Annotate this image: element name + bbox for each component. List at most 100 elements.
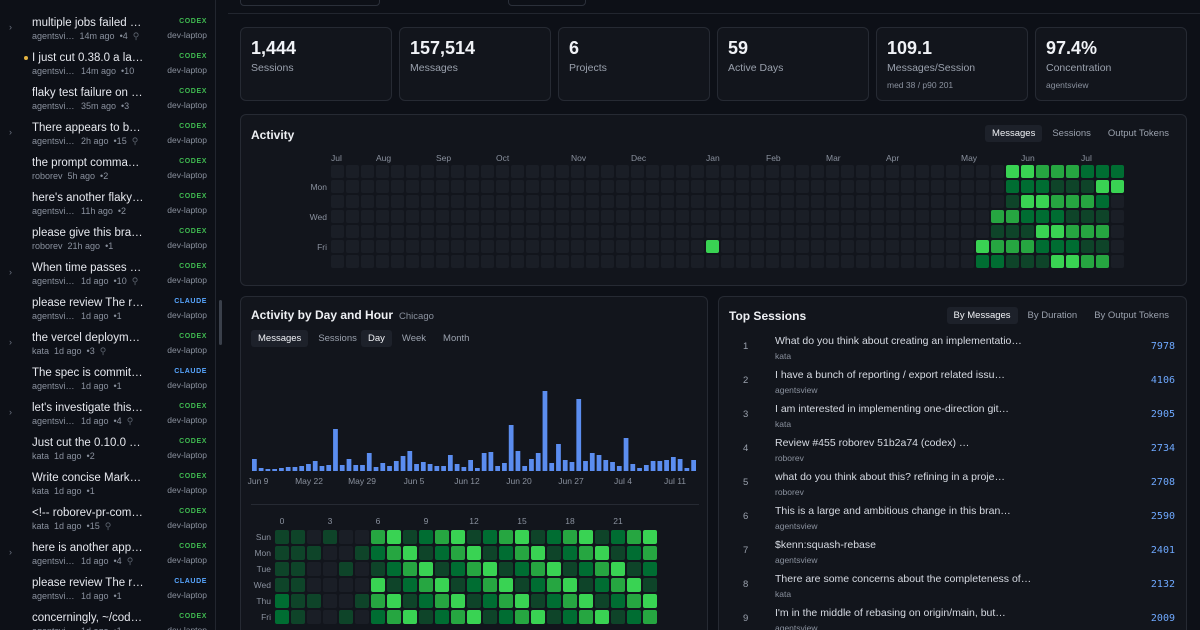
- daily-bar[interactable]: [461, 467, 467, 471]
- heatmap-cell[interactable]: [556, 165, 569, 178]
- heatmap-cell[interactable]: [451, 195, 464, 208]
- heatmap-cell[interactable]: [811, 225, 824, 238]
- heatmap-cell[interactable]: [1051, 255, 1064, 268]
- hour-cell[interactable]: [467, 562, 481, 576]
- heatmap-cell[interactable]: [916, 255, 929, 268]
- heatmap-cell[interactable]: [1021, 180, 1034, 193]
- hour-cell[interactable]: [483, 594, 497, 608]
- heatmap-cell[interactable]: [766, 210, 779, 223]
- hour-cell[interactable]: [451, 530, 465, 544]
- heatmap-cell[interactable]: [931, 180, 944, 193]
- heatmap-cell[interactable]: [931, 255, 944, 268]
- heatmap-cell[interactable]: [496, 225, 509, 238]
- heatmap-cell[interactable]: [796, 240, 809, 253]
- heatmap-cell[interactable]: [721, 240, 734, 253]
- top-session-row[interactable]: 5 what do you think about this? refining …: [731, 467, 1175, 501]
- hour-cell[interactable]: [643, 610, 657, 624]
- session-list-item[interactable]: here's another flaky … agentsview 11h ago •…: [0, 187, 215, 222]
- sidebar-scrollbar[interactable]: [219, 300, 222, 345]
- hour-cell[interactable]: [355, 610, 369, 624]
- hour-cell[interactable]: [371, 546, 385, 560]
- heatmap-cell[interactable]: [991, 225, 1004, 238]
- heatmap-cell[interactable]: [841, 180, 854, 193]
- heatmap-cell[interactable]: [721, 180, 734, 193]
- heatmap-cell[interactable]: [406, 225, 419, 238]
- daily-bar[interactable]: [366, 453, 372, 471]
- heatmap-cell[interactable]: [1111, 255, 1124, 268]
- heatmap-cell[interactable]: [766, 255, 779, 268]
- hour-cell[interactable]: [627, 610, 641, 624]
- heatmap-cell[interactable]: [826, 210, 839, 223]
- daily-bar[interactable]: [326, 465, 332, 471]
- heatmap-cell[interactable]: [556, 240, 569, 253]
- heatmap-cell[interactable]: [406, 240, 419, 253]
- heatmap-cell[interactable]: [436, 180, 449, 193]
- hour-cell[interactable]: [547, 610, 561, 624]
- heatmap-cell[interactable]: [481, 210, 494, 223]
- hour-cell[interactable]: [595, 594, 609, 608]
- hour-cell[interactable]: [323, 562, 337, 576]
- hour-cell[interactable]: [483, 546, 497, 560]
- daily-bar[interactable]: [542, 391, 548, 471]
- hour-cell[interactable]: [483, 562, 497, 576]
- heatmap-cell[interactable]: [916, 210, 929, 223]
- heatmap-cell[interactable]: [571, 255, 584, 268]
- session-list-item[interactable]: › let's investigate this c… agentsview 1d a…: [0, 397, 215, 432]
- heatmap-cell[interactable]: [871, 165, 884, 178]
- heatmap-cell[interactable]: [916, 180, 929, 193]
- daily-bar[interactable]: [650, 461, 656, 471]
- heatmap-cell[interactable]: [1111, 180, 1124, 193]
- session-list-item[interactable]: please give this bran… roborev 21h ago •1 CO…: [0, 222, 215, 257]
- hour-cell[interactable]: [435, 594, 449, 608]
- heatmap-cell[interactable]: [751, 225, 764, 238]
- heatmap-cell[interactable]: [916, 240, 929, 253]
- hour-cell[interactable]: [627, 530, 641, 544]
- hour-cell[interactable]: [355, 546, 369, 560]
- heatmap-cell[interactable]: [946, 240, 959, 253]
- heatmap-cell[interactable]: [1081, 240, 1094, 253]
- heatmap-cell[interactable]: [691, 165, 704, 178]
- heatmap-cell[interactable]: [616, 255, 629, 268]
- heatmap-cell[interactable]: [391, 255, 404, 268]
- heatmap-cell[interactable]: [676, 195, 689, 208]
- heatmap-cell[interactable]: [391, 165, 404, 178]
- hour-cell[interactable]: [579, 562, 593, 576]
- daily-bar[interactable]: [319, 466, 325, 471]
- heatmap-cell[interactable]: [376, 210, 389, 223]
- heatmap-cell[interactable]: [631, 225, 644, 238]
- heatmap-cell[interactable]: [811, 210, 824, 223]
- heatmap-cell[interactable]: [346, 180, 359, 193]
- heatmap-cell[interactable]: [436, 240, 449, 253]
- daily-bar[interactable]: [502, 463, 507, 471]
- heatmap-cell[interactable]: [526, 255, 539, 268]
- heatmap-cell[interactable]: [481, 240, 494, 253]
- heatmap-cell[interactable]: [1066, 165, 1079, 178]
- heatmap-cell[interactable]: [451, 180, 464, 193]
- hour-cell[interactable]: [483, 610, 497, 624]
- heatmap-cell[interactable]: [961, 180, 974, 193]
- heatmap-cell[interactable]: [1111, 225, 1124, 238]
- heatmap-cell[interactable]: [1006, 225, 1019, 238]
- hour-cell[interactable]: [611, 562, 625, 576]
- heatmap-cell[interactable]: [736, 180, 749, 193]
- heatmap-cell[interactable]: [1051, 210, 1064, 223]
- heatmap-cell[interactable]: [631, 210, 644, 223]
- heatmap-cell[interactable]: [346, 165, 359, 178]
- heatmap-cell[interactable]: [976, 255, 989, 268]
- session-list-item[interactable]: › multiple jobs failed th… agentsvi… 14m ag…: [0, 12, 215, 47]
- heatmap-cell[interactable]: [841, 255, 854, 268]
- heatmap-cell[interactable]: [526, 210, 539, 223]
- heatmap-cell[interactable]: [361, 240, 374, 253]
- daily-bar[interactable]: [333, 429, 338, 471]
- hour-cell[interactable]: [531, 530, 545, 544]
- heatmap-cell[interactable]: [1021, 165, 1034, 178]
- heatmap-cell[interactable]: [496, 255, 509, 268]
- daily-bar[interactable]: [272, 469, 278, 471]
- hour-cell[interactable]: [515, 610, 529, 624]
- hour-cell[interactable]: [579, 578, 593, 592]
- heatmap-cell[interactable]: [826, 165, 839, 178]
- heatmap-cell[interactable]: [991, 195, 1004, 208]
- heatmap-cell[interactable]: [781, 210, 794, 223]
- heatmap-cell[interactable]: [706, 240, 719, 253]
- hour-cell[interactable]: [339, 546, 353, 560]
